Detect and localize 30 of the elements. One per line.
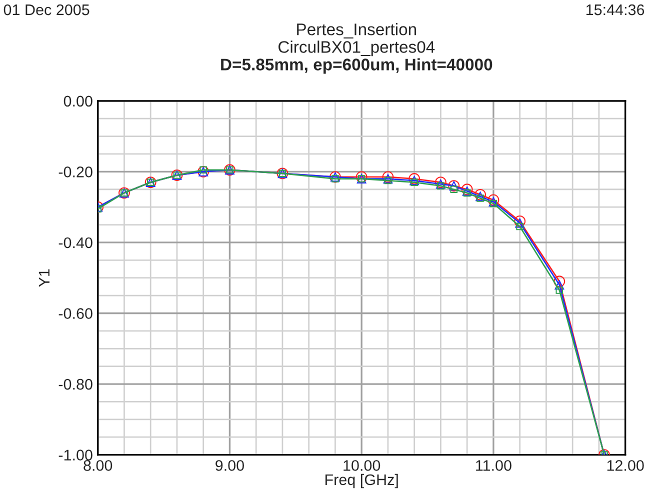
x-tick-label: 12.00 [607,460,644,471]
x-axis-title: Freq [GHz] [325,474,398,488]
point [436,179,446,189]
x-tick-label: 9.00 [216,460,244,471]
chart-subtitle: CirculBX01_pertes04 [278,40,435,56]
text: 01 Dec 2005 [4,4,90,16]
x-tick-label: 11.00 [476,460,512,471]
y-tick-label: -1.00 [58,450,92,460]
point [554,276,566,288]
point [488,197,498,206]
y-tick-label: -0.60 [58,308,92,319]
x-tick-label: 8.00 [84,460,112,471]
point [383,174,393,184]
y-axis-title: Y1 [38,269,50,287]
point [476,192,485,202]
point [515,218,525,228]
y-tick-label: -0.20 [58,166,92,178]
x-tick-label: 10.00 [344,460,380,471]
point [554,280,564,290]
text: 15:44:36 [586,4,644,16]
point [462,186,472,196]
point [474,188,486,200]
y-tick-label: -0.80 [58,378,92,390]
y-tick-label: -0.40 [58,237,92,248]
point [556,286,564,294]
point [516,222,524,230]
text: D=5.85mm, ep=600um, Hint=40000 [221,58,492,74]
y-tick-label: 0.00 [64,96,92,107]
chart-title: Pertes_Insertion [297,23,416,38]
point [410,176,420,186]
